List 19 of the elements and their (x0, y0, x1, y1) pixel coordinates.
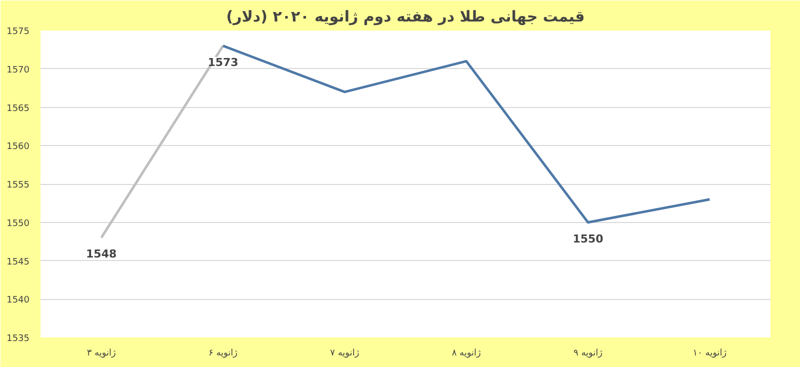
y-tick-label: 1555 (6, 180, 30, 190)
y-tick-label: 1545 (6, 257, 30, 268)
y-tick-label: 1560 (6, 142, 30, 152)
x-tick-label: ۸ ژانویه (452, 348, 481, 358)
y-tick-label: 1535 (6, 334, 30, 344)
chart-title: قیمت جهانی طلا در هفته دوم ژانویه ۲۰۲۰ (دلار) (226, 8, 585, 26)
x-tick-label: ۷ ژانویه (330, 348, 360, 358)
x-tick-label: ۶ ژانویه (208, 348, 238, 358)
x-tick-label: ۱۰ ژانویه (692, 348, 727, 358)
y-tick-label: 1575 (6, 27, 30, 37)
x-tick-label: ۹ ژانویه (573, 348, 603, 358)
y-tick-label: 1565 (6, 104, 30, 114)
data-label: 1550 (572, 232, 604, 246)
data-label: 1548 (86, 248, 117, 261)
y-tick-label: 1570 (6, 65, 30, 76)
y-tick-label: 1550 (6, 218, 30, 229)
y-tick-label: 1540 (6, 296, 30, 306)
x-tick-label: ۳ ژانویه (86, 348, 116, 358)
data-label: 1573 (208, 56, 238, 69)
